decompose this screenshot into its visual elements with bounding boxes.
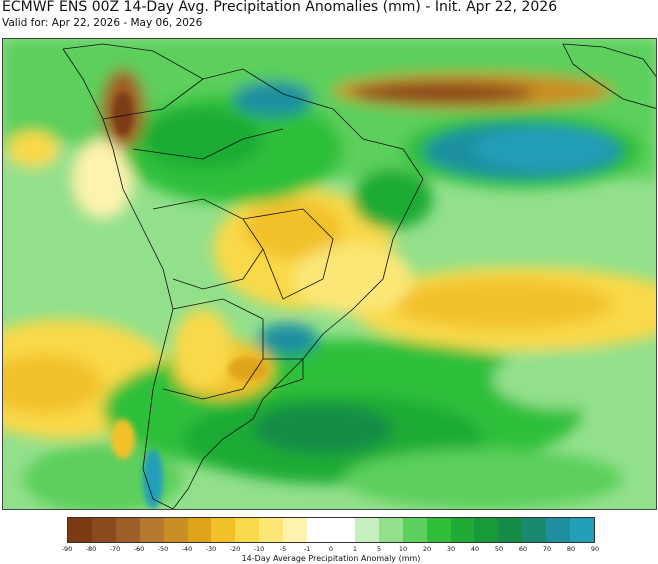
colorbar-tick-label: -70 xyxy=(109,545,121,553)
colorbar-tick-label: -5 xyxy=(279,545,287,553)
colorbar-segment xyxy=(307,518,331,542)
colorbar-segment xyxy=(187,518,212,542)
colorbar-segment xyxy=(570,518,594,542)
colorbar-tick-label: 90 xyxy=(590,545,600,553)
colorbar-segment xyxy=(498,518,523,542)
precipitation-map xyxy=(2,38,657,510)
country-borders xyxy=(62,43,424,509)
africa-outline xyxy=(562,43,656,109)
colorbar-tick-label: -90 xyxy=(61,545,73,553)
valid-dates: Valid for: Apr 22, 2026 - May 06, 2026 xyxy=(2,17,203,29)
colorbar-ticks: -90 -80 -70 -60 -50 -40 -30 -20 -10 -5 -1 0 1 5 10 20 30… xyxy=(62,545,599,555)
colorbar-segment xyxy=(354,518,379,542)
colorbar-tick-label: 1 xyxy=(352,545,358,553)
colorbar-tick-label: 20 xyxy=(422,545,432,553)
colorbar xyxy=(67,517,595,543)
colorbar-segment xyxy=(235,518,260,542)
colorbar-tick-label: -20 xyxy=(229,545,241,553)
colorbar-segment xyxy=(378,518,403,542)
colorbar-segment xyxy=(211,518,236,542)
colorbar-tick-label: 0 xyxy=(328,545,334,553)
colorbar-tick-label: 30 xyxy=(446,545,456,553)
chart-title: ECMWF ENS 00Z 14-Day Avg. Precipitation … xyxy=(2,0,558,15)
colorbar-tick-label: 60 xyxy=(518,545,528,553)
colorbar-segment xyxy=(330,518,355,542)
colorbar-tick-label: -60 xyxy=(133,545,145,553)
colorbar-segment xyxy=(402,518,427,542)
anomaly-detail xyxy=(111,92,268,509)
colorbar-segment xyxy=(283,518,308,542)
colorbar-tick-label: 5 xyxy=(376,545,382,553)
colorbar-segment xyxy=(450,518,475,542)
colorbar-tick-label: 40 xyxy=(470,545,480,553)
colorbar-segment xyxy=(259,518,284,542)
colorbar-tick-label: -1 xyxy=(303,545,311,553)
colorbar-label: 14-Day Average Precipitation Anomaly (mm… xyxy=(241,554,421,563)
colorbar-tick-label: 80 xyxy=(566,545,576,553)
colorbar-tick-label: 50 xyxy=(494,545,504,553)
colorbar-tick-label: -80 xyxy=(85,545,97,553)
colorbar-segment xyxy=(68,518,92,542)
colorbar-segment xyxy=(139,518,164,542)
colorbar-tick-label: 70 xyxy=(542,545,552,553)
anomaly-map-svg xyxy=(3,39,656,509)
colorbar-segment xyxy=(163,518,188,542)
colorbar-tick-label: -10 xyxy=(253,545,265,553)
colorbar-segment xyxy=(474,518,499,542)
colorbar-segment xyxy=(546,518,571,542)
colorbar-segment xyxy=(522,518,547,542)
colorbar-tick-label: -40 xyxy=(181,545,193,553)
colorbar-segment xyxy=(115,518,140,542)
colorbar-tick-label: -50 xyxy=(157,545,169,553)
colorbar-tick-label: 10 xyxy=(398,545,408,553)
colorbar-segment xyxy=(426,518,451,542)
colorbar-tick-label: -30 xyxy=(205,545,217,553)
colorbar-segment xyxy=(91,518,116,542)
anomaly-field xyxy=(3,39,656,509)
